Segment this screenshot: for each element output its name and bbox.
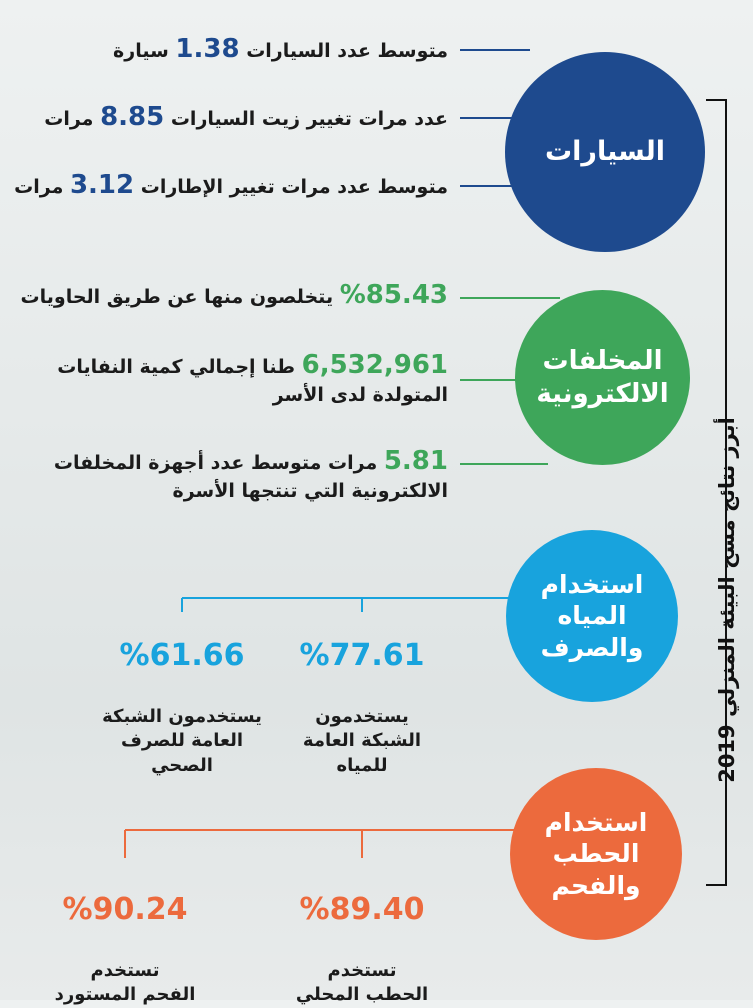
water-item-2: %61.66 يستخدمون الشبكة العامة للصرف الصح… <box>82 612 282 778</box>
fuel-item-1: %89.40 تستخدم الحطب المحلي <box>282 866 442 1008</box>
water-item-1: %77.61 يستخدمون الشبكة العامة للمياه <box>282 612 442 778</box>
cars-item-1: متوسط عدد السيارات 1.38 سيارة <box>113 34 448 64</box>
ewaste-item-3: 5.81 مرات متوسط عدد أجهزة المخلفات الالك… <box>53 446 448 503</box>
cars-label: السيارات <box>545 136 665 168</box>
ewaste-item-2: 6,532,961 طنا إجمالي كمية النفايات المتو… <box>57 350 448 407</box>
ewaste-connectors <box>460 297 560 465</box>
fuel-value-2: %90.24 <box>62 892 188 928</box>
fuel-value-1: %89.40 <box>299 892 425 928</box>
fuel-item-2: %90.24 تستخدم الفحم المستورد <box>30 866 220 1008</box>
side-bracket <box>706 99 727 886</box>
cars-value-2: 8.85 <box>100 102 165 132</box>
fuel-label: استخدام الحطب والفحم <box>544 808 648 900</box>
ewaste-label: المخلفات الالكترونية <box>536 346 669 409</box>
fuel-connectors <box>124 829 520 858</box>
ewaste-value-2: 6,532,961 <box>301 350 448 380</box>
water-value-1: %77.61 <box>299 638 425 674</box>
cars-item-3: متوسط عدد مرات تغيير الإطارات 3.12 مرات <box>14 170 448 200</box>
ewaste-item-1: %85.43 يتخلصون منها عن طريق الحاويات <box>20 280 448 310</box>
cars-item-2: عدد مرات تغيير زيت السيارات 8.85 مرات <box>44 102 448 132</box>
ewaste-circle: المخلفات الالكترونية <box>515 290 690 465</box>
cars-value-3: 3.12 <box>69 170 135 200</box>
water-label: استخدام المياه والصرف <box>540 570 644 662</box>
cars-circle: السيارات <box>505 52 705 252</box>
cars-value-1: 1.38 <box>175 34 240 64</box>
water-connectors <box>181 597 510 612</box>
ewaste-value-1: %85.43 <box>339 280 448 310</box>
side-title: أبرز نتائج مسح البيئة المنزلي 2019 <box>714 417 739 783</box>
fuel-circle: استخدام الحطب والفحم <box>510 768 682 940</box>
water-value-2: %61.66 <box>119 638 245 674</box>
ewaste-value-3: 5.81 <box>383 446 448 476</box>
water-circle: استخدام المياه والصرف <box>506 530 678 702</box>
